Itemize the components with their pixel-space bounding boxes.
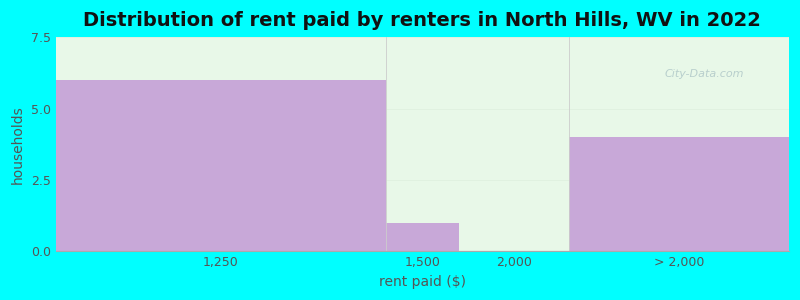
Text: City-Data.com: City-Data.com — [664, 69, 744, 79]
Bar — [55, 80, 386, 251]
Title: Distribution of rent paid by renters in North Hills, WV in 2022: Distribution of rent paid by renters in … — [83, 11, 761, 30]
Y-axis label: households: households — [11, 105, 25, 184]
Bar — [386, 223, 459, 251]
X-axis label: rent paid ($): rent paid ($) — [378, 275, 466, 289]
Bar — [569, 137, 789, 251]
